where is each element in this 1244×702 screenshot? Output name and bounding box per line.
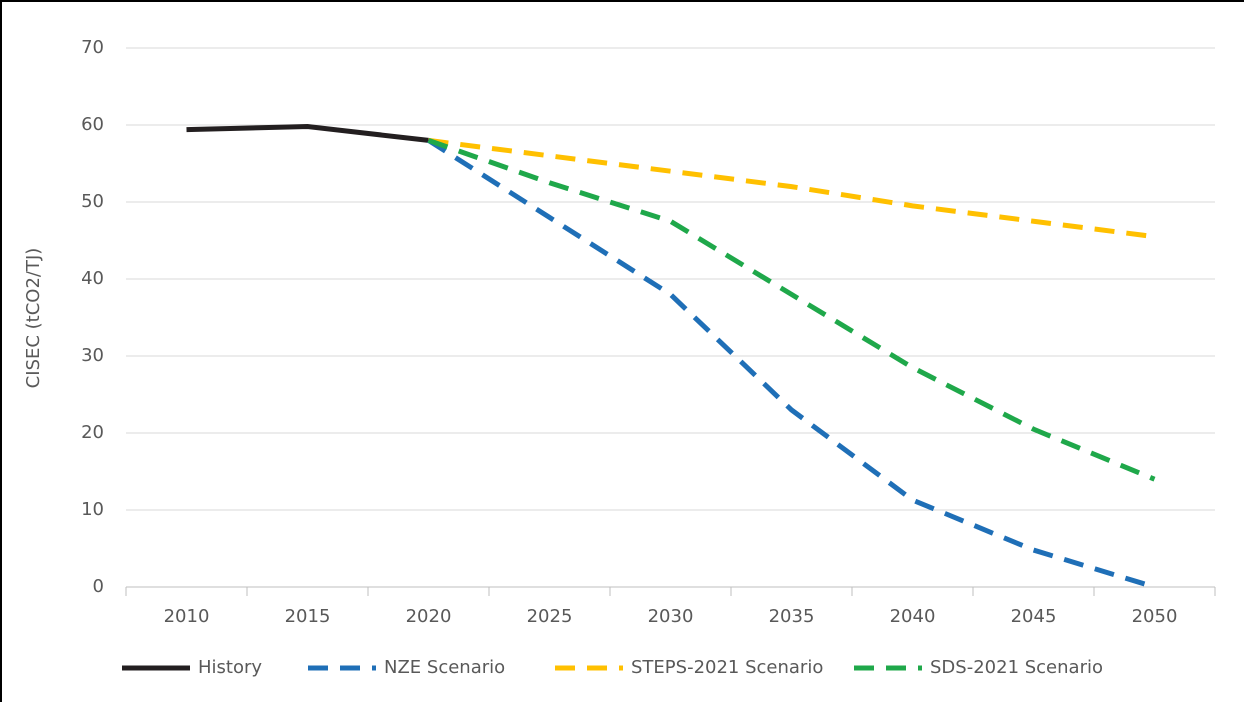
x-tick-label: 2015	[285, 606, 331, 627]
y-tick-label: 50	[81, 191, 104, 212]
series-line	[427, 138, 1156, 482]
legend-label: STEPS-2021 Scenario	[631, 657, 823, 678]
x-tick-label: 2040	[890, 606, 936, 627]
y-tick-label: 20	[81, 422, 104, 443]
y-axis-label: CISEC (tCO2/TJ)	[23, 248, 44, 389]
x-tick-label: 2045	[1011, 606, 1057, 627]
legend-label: History	[198, 657, 262, 678]
y-tick-label: 0	[93, 576, 104, 597]
y-tick-label: 10	[81, 499, 104, 520]
y-tick-label: 60	[81, 114, 104, 135]
legend-label: NZE Scenario	[384, 657, 505, 678]
x-tick-label: 2050	[1132, 606, 1178, 627]
series-line	[428, 137, 1155, 240]
x-tick-label: 2035	[769, 606, 815, 627]
y-tick-label: 40	[81, 268, 104, 289]
x-tick-label: 2010	[164, 606, 210, 627]
x-tick-label: 2020	[406, 606, 452, 627]
legend-label: SDS-2021 Scenario	[930, 657, 1103, 678]
series-line	[427, 138, 1156, 590]
series-line	[186, 124, 429, 143]
x-tick-label: 2030	[648, 606, 694, 627]
x-tick-label: 2025	[527, 606, 573, 627]
y-tick-label: 30	[81, 345, 104, 366]
y-tick-label: 70	[81, 37, 104, 58]
